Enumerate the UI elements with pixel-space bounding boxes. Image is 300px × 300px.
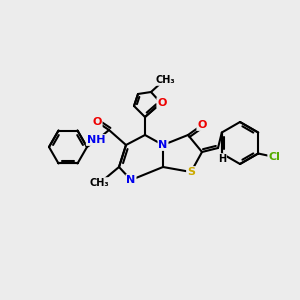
Text: H: H bbox=[218, 154, 226, 164]
Text: O: O bbox=[92, 117, 102, 127]
Text: Cl: Cl bbox=[268, 152, 280, 161]
Text: S: S bbox=[187, 167, 195, 177]
Text: NH: NH bbox=[87, 135, 105, 145]
Text: N: N bbox=[158, 140, 168, 150]
Text: N: N bbox=[126, 175, 136, 185]
Text: CH₃: CH₃ bbox=[89, 178, 109, 188]
Text: CH₃: CH₃ bbox=[155, 75, 175, 85]
Text: O: O bbox=[157, 98, 167, 108]
Text: O: O bbox=[197, 120, 207, 130]
